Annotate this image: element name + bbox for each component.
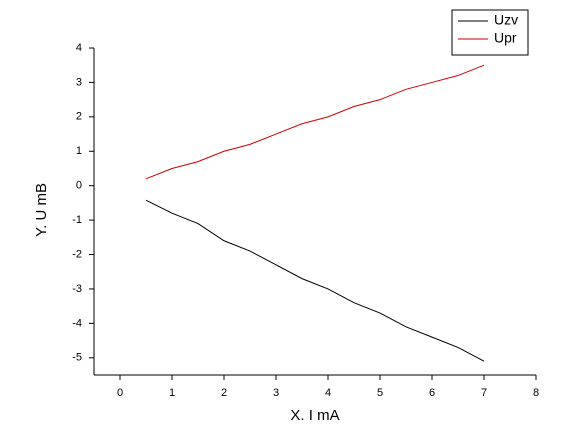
line [145,199,485,362]
y-tick-label: 0 [76,180,82,192]
line [145,64,485,180]
x-tick-label: 4 [325,387,331,399]
y-tick-label: -3 [72,283,82,295]
x-tick-label: 2 [221,387,227,399]
x-tick-label: 7 [481,387,487,399]
legend-box [451,9,529,56]
x-tick-label: 5 [377,387,383,399]
y-tick-label: -2 [72,248,82,260]
x-tick-label: 1 [169,387,175,399]
y-tick-label: 2 [76,111,82,123]
x-tick-label: 8 [533,387,539,399]
x-tick-label: 6 [429,387,435,399]
legend-label: Uzv [494,12,518,28]
y-tick-label: 4 [76,42,82,54]
y-tick-label: -1 [72,214,82,226]
legend-label: Upr [494,30,517,46]
x-tick-label: 0 [117,387,123,399]
x-axis-title: X. I mA [290,407,339,424]
y-tick-label: 1 [76,145,82,157]
y-tick-label: -4 [72,317,82,329]
x-tick-label: 3 [273,387,279,399]
y-axis-title: Y. U mB [33,183,50,237]
y-tick-label: 3 [76,76,82,88]
y-tick-label: -5 [72,352,82,364]
